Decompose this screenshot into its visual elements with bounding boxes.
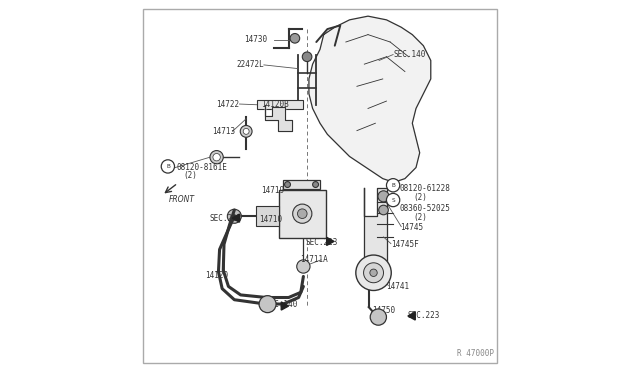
Text: 14741: 14741 — [387, 282, 410, 291]
Bar — [257, 206, 280, 225]
Text: SEC.223: SEC.223 — [408, 311, 440, 320]
Text: 14120: 14120 — [205, 271, 228, 280]
Bar — [278, 190, 326, 238]
Text: 14719: 14719 — [261, 186, 284, 195]
Text: 14750: 14750 — [372, 306, 395, 315]
Polygon shape — [408, 312, 415, 320]
Text: SEC.140: SEC.140 — [266, 300, 298, 310]
Circle shape — [387, 193, 400, 207]
Circle shape — [213, 154, 220, 161]
Circle shape — [370, 269, 377, 276]
Circle shape — [297, 260, 310, 273]
Circle shape — [210, 151, 223, 164]
Text: (2): (2) — [413, 193, 427, 202]
Circle shape — [370, 309, 387, 325]
Polygon shape — [326, 237, 334, 246]
Text: 14711A: 14711A — [300, 255, 328, 264]
Circle shape — [227, 209, 241, 223]
Text: B: B — [166, 164, 170, 169]
Circle shape — [378, 191, 389, 202]
Circle shape — [379, 205, 388, 215]
Circle shape — [387, 179, 400, 192]
Text: 14730: 14730 — [244, 35, 268, 44]
Text: 08120-61228: 08120-61228 — [399, 184, 451, 193]
Text: 14710: 14710 — [259, 215, 282, 224]
Circle shape — [298, 209, 307, 218]
Polygon shape — [232, 214, 239, 222]
Circle shape — [285, 182, 291, 187]
Circle shape — [356, 255, 391, 291]
Circle shape — [161, 160, 175, 173]
Text: 08120-8161E: 08120-8161E — [176, 163, 227, 172]
Text: S: S — [391, 198, 395, 202]
Text: R 47000P: R 47000P — [456, 349, 493, 358]
Text: 22472L: 22472L — [237, 60, 265, 70]
Text: 14745: 14745 — [401, 223, 424, 232]
Text: FRONT: FRONT — [168, 195, 195, 204]
Circle shape — [290, 33, 300, 43]
Polygon shape — [264, 105, 292, 131]
Polygon shape — [309, 16, 431, 182]
Text: SEC.223: SEC.223 — [209, 214, 242, 222]
Text: 14722: 14722 — [216, 100, 240, 109]
Text: 14713: 14713 — [212, 127, 235, 136]
Text: SEC.140: SEC.140 — [394, 50, 426, 59]
Circle shape — [364, 263, 383, 283]
Bar — [283, 180, 320, 189]
Circle shape — [292, 204, 312, 223]
Text: (2): (2) — [413, 212, 427, 221]
Text: 08360-52025: 08360-52025 — [399, 203, 451, 213]
Polygon shape — [281, 302, 289, 310]
Text: 14745F: 14745F — [391, 240, 419, 249]
Circle shape — [302, 52, 312, 62]
Circle shape — [259, 296, 276, 312]
Circle shape — [243, 128, 249, 134]
Bar — [257, 100, 303, 109]
Polygon shape — [364, 188, 387, 276]
Text: (2): (2) — [184, 171, 197, 180]
Text: 14120B: 14120B — [261, 100, 289, 109]
Text: SEC.223: SEC.223 — [306, 238, 339, 247]
Circle shape — [312, 182, 319, 187]
Text: B: B — [391, 183, 395, 188]
Circle shape — [240, 125, 252, 137]
